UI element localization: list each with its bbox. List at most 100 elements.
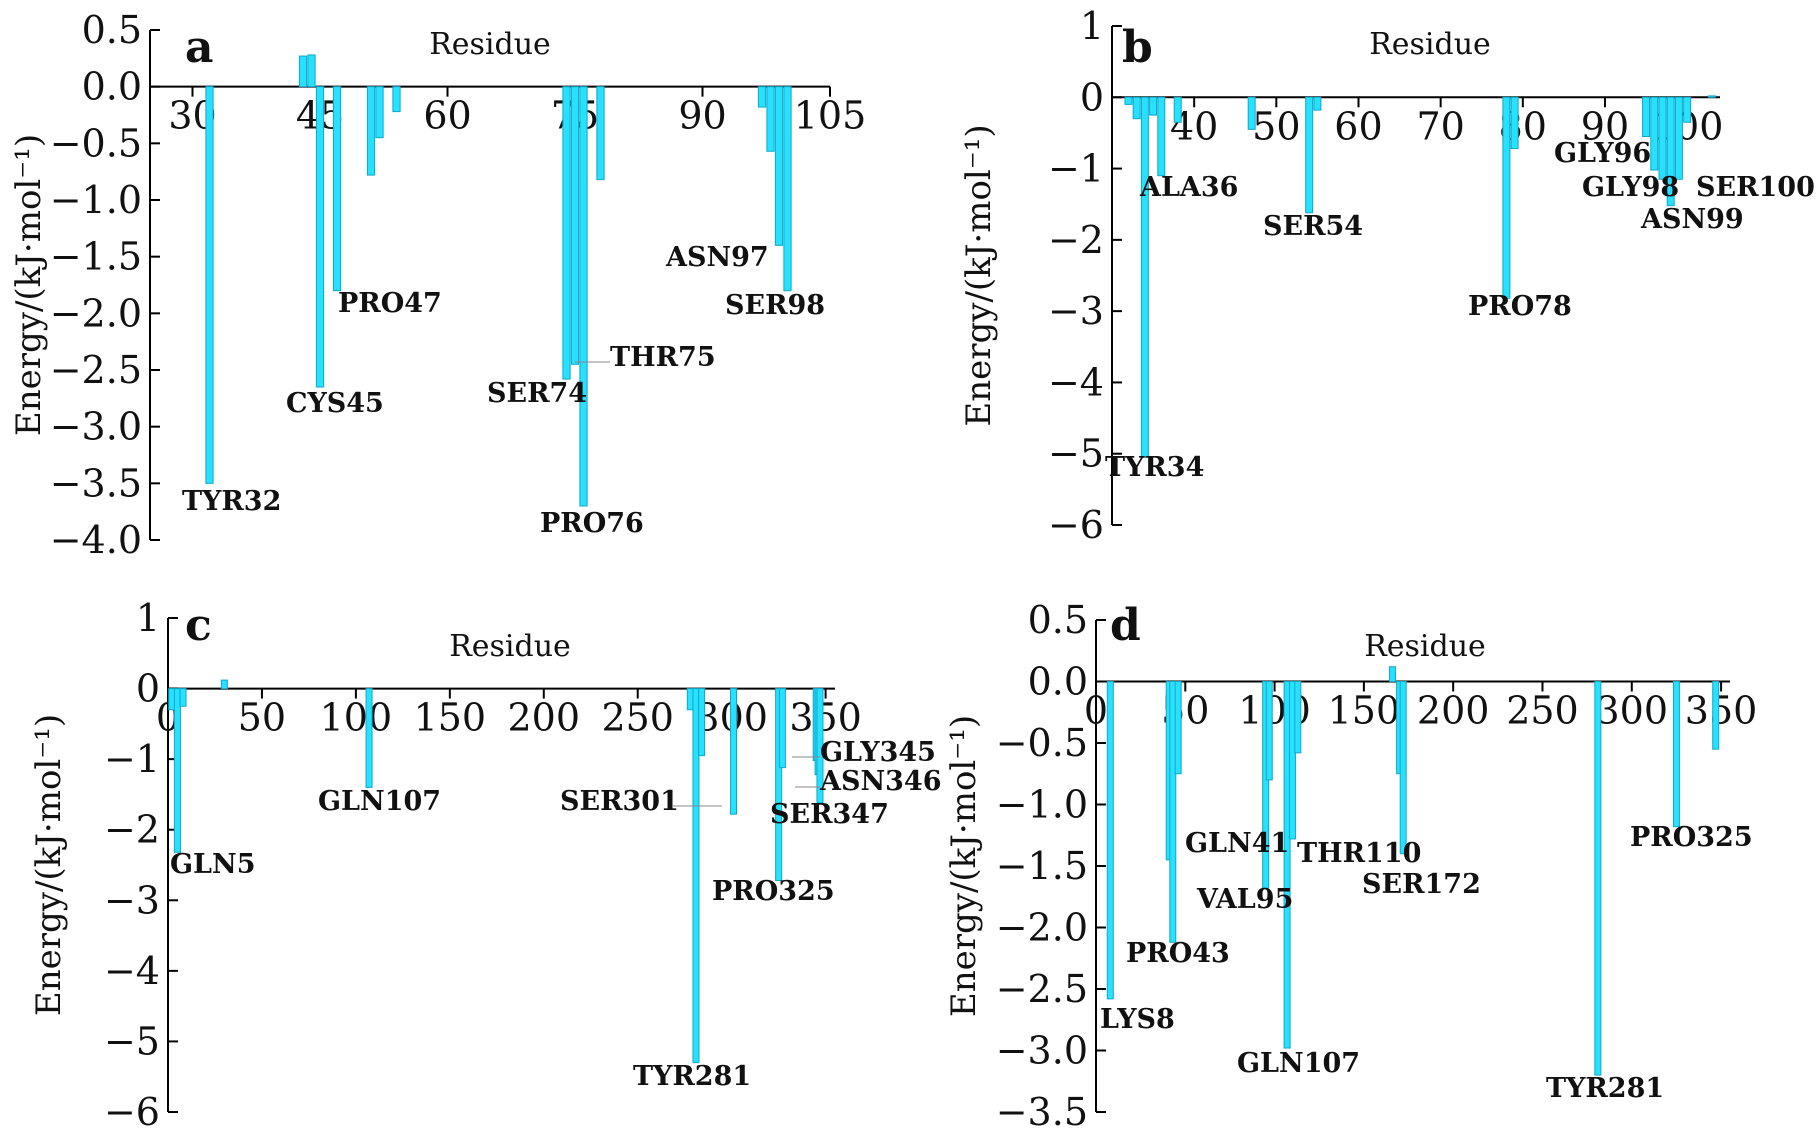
panel-a-y-tick-label: −4.0 <box>50 518 142 562</box>
panel-c-residue-annotation: GLN107 <box>318 786 441 817</box>
panel-b-residue-annotation: ALA36 <box>1139 172 1238 203</box>
panel-b-bar <box>1305 96 1314 214</box>
panel-a-residue-annotation: CYS45 <box>286 388 384 419</box>
panel-b-y-tick-label: −6 <box>1048 503 1104 547</box>
panel-d-x-tick-label: 200 <box>1417 689 1490 733</box>
panel-b-bar <box>1132 96 1141 120</box>
panel-b-x-tick-label: 60 <box>1334 104 1382 148</box>
panel-b-y-tick-label: −4 <box>1048 360 1104 404</box>
panel-b-x-tick-label: 50 <box>1252 104 1300 148</box>
panel-c-y-tick-label: −3 <box>104 878 160 922</box>
panel-c-bar <box>173 688 181 853</box>
panel-a-bar <box>307 54 316 88</box>
panel-b-bar <box>1510 96 1519 150</box>
panel-b-bar <box>1642 96 1651 137</box>
panel-c-y-tick-label: −6 <box>104 1090 160 1134</box>
panel-a-bar <box>774 86 784 246</box>
panel-a-y-tick-label: −1.0 <box>50 178 142 222</box>
panel-a-y-tick-label: −3.0 <box>50 405 142 449</box>
panel-d-bar <box>1174 681 1182 775</box>
panel-c-bar <box>179 688 187 707</box>
panel-d-bar <box>1388 666 1396 682</box>
panel-c-letter: c <box>185 600 212 651</box>
panel-a-residue-annotation: THR75 <box>610 342 716 373</box>
panel-c-bar <box>686 688 694 711</box>
panel-c-x-tick-label: 350 <box>789 696 862 740</box>
panel-b-bar <box>1124 96 1133 105</box>
panel-b-y-tick-label: 1 <box>1080 4 1104 48</box>
panel-b-bar <box>1683 96 1692 123</box>
panel-c-bar <box>698 688 706 757</box>
panel-d-bar <box>1294 681 1302 754</box>
panel-d-y-tick-label: −1.0 <box>996 783 1088 827</box>
panel-a-x-tick-label: 60 <box>423 94 471 138</box>
panel-a-y-tick-label: −2.0 <box>50 291 142 335</box>
panel-c-bar <box>778 688 786 769</box>
panel-d-letter: d <box>1110 600 1141 651</box>
panel-a-y-tick-label: 0.0 <box>82 65 142 109</box>
panel-d-y-axis-title: Energy/(kJ·mol⁻¹) <box>944 715 984 1017</box>
panel-a-residue-annotation: PRO76 <box>540 508 644 539</box>
panel-b-x-axis-title: Residue <box>1369 27 1491 62</box>
panel-b-residue-annotation: PRO78 <box>1468 291 1572 322</box>
panel-a-residue-annotation: SER98 <box>725 290 825 321</box>
panel-d-x-tick-label: 250 <box>1506 689 1579 733</box>
panel-b-residue-annotation: ASN99 <box>1640 204 1744 235</box>
panel-d-x-tick-label: 350 <box>1685 689 1758 733</box>
panel-d-residue-annotation: LYS8 <box>1100 1004 1175 1035</box>
panel-d-residue-annotation: VAL95 <box>1196 884 1293 915</box>
panel-c-residue-annotation: PRO325 <box>712 876 835 907</box>
panel-b-y-tick-label: 0 <box>1080 75 1104 119</box>
panel-b-y-axis-title: Energy/(kJ·mol⁻¹) <box>959 124 999 426</box>
panel-c-bar <box>816 688 824 804</box>
panel-a-letter: a <box>185 22 214 73</box>
panel-a-bar <box>766 86 775 152</box>
panel-d-bar <box>1399 681 1407 855</box>
panel-d-bar <box>1106 681 1114 1000</box>
panel-b-bar <box>1502 96 1511 299</box>
panel-c-x-tick-label: 200 <box>508 696 581 740</box>
panel-a-bar <box>596 86 605 181</box>
panel-c-bar <box>365 688 373 788</box>
panel-c-bar <box>220 679 228 690</box>
panel-b-bar <box>1707 95 1716 98</box>
panel-b-bar <box>1149 96 1158 116</box>
panel-b-y-tick-label: −5 <box>1048 432 1104 476</box>
panel-c-y-axis-title: Energy/(kJ·mol⁻¹) <box>29 714 69 1016</box>
panel-a-bar <box>783 86 792 292</box>
panel-b-bar <box>1313 96 1322 111</box>
panel-a-x-tick-label: 105 <box>794 94 867 138</box>
panel-c-residue-annotation: SER301 <box>560 786 679 817</box>
panel-d-y-tick-label: 0.0 <box>1028 660 1088 704</box>
panel-d-y-tick-label: −0.5 <box>996 721 1088 765</box>
panel-c-residue-annotation: TYR281 <box>633 1061 751 1092</box>
panel-a-y-axis-title: Energy/(kJ·mol⁻¹) <box>9 134 49 436</box>
panel-c-x-tick-label: 150 <box>414 696 487 740</box>
panel-a-bar <box>375 86 384 139</box>
panel-d-bar <box>1262 681 1270 889</box>
panel-a-bar <box>366 86 376 176</box>
panel-a-y-tick-label: −3.5 <box>50 461 142 505</box>
panel-b-bar <box>1140 96 1149 458</box>
panel-d-bar <box>1288 681 1296 840</box>
panel-c-x-axis-title: Residue <box>449 629 571 664</box>
panel-b-bar <box>1173 96 1182 123</box>
panel-a-bar <box>757 86 767 108</box>
panel-d-residue-annotation: SER172 <box>1362 869 1481 900</box>
panel-d-residue-annotation: TYR281 <box>1546 1073 1664 1104</box>
panel-d-residue-annotation: GLN41 <box>1185 828 1289 859</box>
panel-b-residue-annotation: TYR34 <box>1105 452 1204 483</box>
panel-a-bar <box>298 55 308 88</box>
panel-c-residue-annotation: GLY345 <box>820 737 936 768</box>
panel-d-y-tick-label: −2.0 <box>996 906 1088 950</box>
panel-c-y-tick-label: 0 <box>136 667 160 711</box>
panel-b-bar <box>1658 96 1667 180</box>
panel-d-bar <box>1672 681 1680 828</box>
panel-c-y-tick-label: −1 <box>104 737 160 781</box>
panel-b-x-tick-label: 70 <box>1416 104 1464 148</box>
panel-a-residue-annotation: TYR32 <box>182 486 281 517</box>
panel-a-bar <box>315 86 325 388</box>
panel-d-residue-annotation: GLN107 <box>1237 1048 1360 1079</box>
panel-a-y-tick-label: −0.5 <box>50 121 142 165</box>
